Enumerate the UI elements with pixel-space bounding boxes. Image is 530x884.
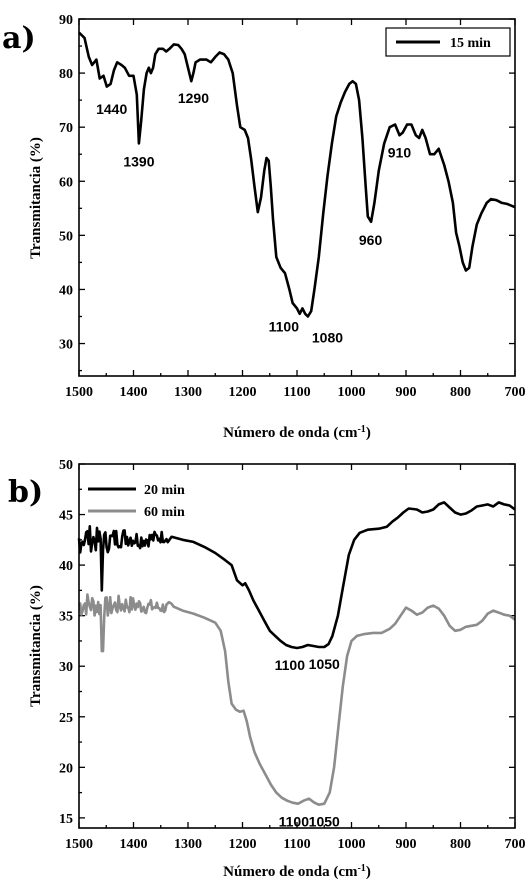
x-tick-label: 1000 [338,385,366,400]
x-tick-label: 1200 [229,837,257,852]
peak-annotation: 1100 [275,657,306,673]
x-tick-label: 900 [396,837,417,852]
y-tick-label: 80 [59,67,73,82]
plot-frame-b [78,463,516,829]
y-tick-label: 45 [59,509,73,524]
x-tick-label: 1000 [338,837,366,852]
series-layer-a [78,31,516,318]
series-layer-b [77,501,516,806]
x-axis-title-b: Número de onda (cm-1) [223,863,371,881]
peak-annotation: 1440 [96,101,127,117]
x-tick-label: 1100 [283,385,310,400]
x-tick-label: 900 [396,385,417,400]
tick-labels-b: 1500 1400 1300 1200 1100 1000 900 800 700 15 20 25 3… [59,458,526,852]
legend-label-60min: 60 min [144,505,185,520]
annotations-a: 1440 1390 1290 1100 1080 960 910 [96,90,411,345]
y-tick-label: 20 [59,761,73,776]
x-axis-title-a: Número de onda (cm-1) [223,424,371,442]
y-tick-label: 60 [59,175,73,190]
y-tick-label: 40 [59,283,73,298]
series-line-15-min [78,31,516,318]
peak-annotation: 1100 [279,814,310,830]
x-tick-label: 1300 [174,837,202,852]
peak-annotation: 910 [388,144,412,160]
y-tick-label: 15 [59,812,73,827]
y-tick-label: 50 [59,229,73,244]
peak-annotation: 1050 [309,814,340,830]
x-tick-label: 1500 [65,385,93,400]
series-line-60-min [77,593,516,806]
peak-annotation: 1080 [312,330,343,346]
panel-label-b: b) [8,475,43,510]
tick-labels-a: 1500 1400 1300 1200 1100 1000 900 800 700 30 40 50 6… [59,13,526,400]
peak-annotation: 1290 [178,90,209,106]
legend-label-20min: 20 min [144,483,185,498]
legend-box-a [385,27,511,57]
x-tick-label: 800 [450,837,471,852]
x-tick-label: 800 [450,385,471,400]
peak-annotation: 1100 [269,318,300,334]
chart-panel-a: a) 1500 1400 1300 1200 1100 1000 900 800 700 30 40… [2,13,526,441]
y-tick-label: 40 [59,559,73,574]
y-axis-title-a: Transmitancia (%) [28,137,44,259]
y-tick-label: 90 [59,13,73,28]
y-tick-label: 35 [59,610,73,625]
y-tick-label: 25 [59,711,73,726]
peak-annotation: 1050 [309,656,340,672]
legend-b: 20 min 60 min [88,483,185,520]
panel-label-a: a) [2,21,36,56]
y-tick-label: 30 [59,660,73,675]
x-tick-label: 1400 [120,837,148,852]
y-tick-label: 50 [59,458,73,473]
x-tick-label: 1400 [120,385,148,400]
y-tick-label: 30 [59,338,73,353]
y-tick-label: 70 [59,121,73,136]
plot-frame-a [78,18,516,377]
peak-annotation: 960 [359,232,383,248]
y-axis-title-b: Transmitancia (%) [28,585,44,707]
chart-panel-b: b) 1500 1400 1300 1200 1100 1000 900 800 700 15 20… [8,458,526,880]
x-tick-label: 1200 [229,385,257,400]
legend-a: 15 min [385,27,511,57]
peak-annotation: 1390 [123,153,154,169]
x-tick-label: 700 [505,385,526,400]
x-tick-label: 700 [505,837,526,852]
legend-label-15min: 15 min [450,36,491,51]
x-tick-label: 1300 [174,385,202,400]
series-line-20-min [77,501,516,650]
x-tick-label: 1100 [283,837,310,852]
x-tick-label: 1500 [65,837,93,852]
